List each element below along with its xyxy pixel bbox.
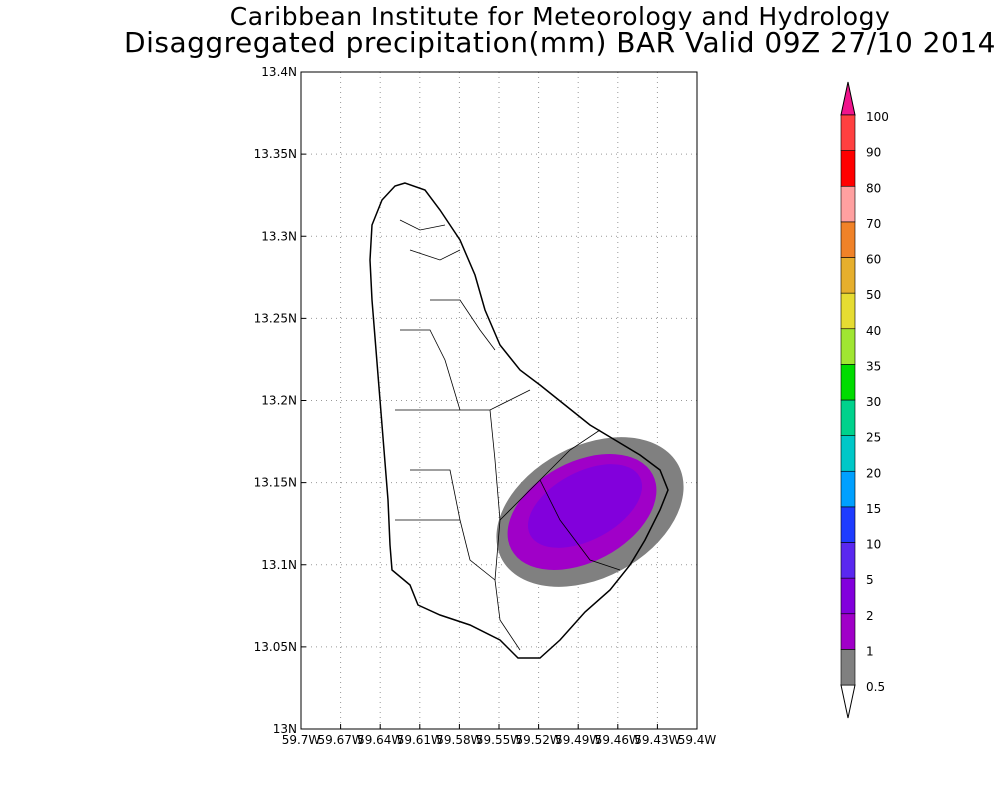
- colorbar-label: 2: [866, 609, 874, 623]
- colorbar-segment: [840, 257, 856, 294]
- y-tick-label: 13.3N: [261, 229, 297, 243]
- precip-contours: [496, 437, 684, 587]
- colorbar-label: 25: [866, 431, 881, 445]
- colorbar-segment: [840, 292, 856, 330]
- x-tick-label: 59.46W: [595, 733, 641, 747]
- x-tick-label: 59.49W: [555, 733, 601, 747]
- institution-title: Caribbean Institute for Meteorology and …: [229, 2, 891, 31]
- y-tick-label: 13.35N: [254, 147, 297, 161]
- plot-frame: [300, 71, 698, 730]
- colorbar-above-triangle: [840, 81, 856, 116]
- colorbar-segment: [840, 221, 856, 258]
- colorbar-label: 0.5: [866, 680, 885, 694]
- colorbar-segment: [840, 328, 856, 365]
- x-axis: 59.7W59.67W59.64W59.61W59.58W59.55W59.52…: [282, 724, 717, 747]
- x-tick-label: 59.58W: [436, 733, 482, 747]
- x-tick-label: 59.61W: [397, 733, 443, 747]
- gridlines: [301, 72, 697, 729]
- colorbar-label: 40: [866, 324, 881, 338]
- y-tick-label: 13.4N: [261, 65, 297, 79]
- colorbar-label: 35: [866, 359, 881, 373]
- y-tick-label: 13.1N: [261, 558, 297, 572]
- colorbar-segment: [840, 613, 856, 650]
- colorbar-label: 50: [866, 288, 881, 302]
- x-tick-label: 59.52W: [515, 733, 561, 747]
- y-tick-label: 13N: [273, 722, 297, 736]
- colorbar-segment: [840, 506, 856, 543]
- colorbar-label: 5: [866, 573, 874, 587]
- x-tick-label: 59.7W: [282, 733, 321, 747]
- colorbar-label: 90: [866, 146, 881, 160]
- colorbar-label: 60: [866, 253, 881, 267]
- precip-region-2-5: [527, 464, 643, 548]
- colorbar-segment: [840, 435, 856, 472]
- colorbar-label: 15: [866, 502, 881, 516]
- colorbar-segment: [840, 649, 856, 686]
- colorbar-label: 70: [866, 217, 881, 231]
- parish-boundaries: [395, 219, 621, 651]
- y-axis: 13N 13.05N 13.1N 13.15N 13.2N 13.25N 13.3N 13.3…: [254, 65, 306, 736]
- x-tick-label: 59.43W: [634, 733, 680, 747]
- colorbar-label: 80: [866, 181, 881, 195]
- x-tick-label: 59.4W: [678, 733, 717, 747]
- y-tick-label: 13.05N: [254, 640, 297, 654]
- colorbar-label: 20: [866, 466, 881, 480]
- colorbar-segment: [840, 399, 856, 436]
- y-tick-label: 13.2N: [261, 394, 297, 408]
- x-tick-label: 59.64W: [357, 733, 403, 747]
- map-title: Disaggregated precipitation(mm) BAR Vali…: [124, 26, 996, 59]
- colorbar-below-triangle: [840, 684, 856, 719]
- colorbar-segment: [840, 150, 856, 187]
- y-tick-label: 13.25N: [254, 311, 297, 325]
- colorbar-segment: [840, 542, 856, 579]
- colorbar-segment: [840, 114, 856, 151]
- colorbar-segment: [840, 577, 856, 615]
- colorbar-label: 30: [866, 395, 881, 409]
- colorbar-segment: [840, 470, 856, 508]
- colorbar-label: 10: [866, 538, 881, 552]
- x-tick-label: 59.67W: [317, 733, 363, 747]
- x-tick-label: 59.55W: [476, 733, 522, 747]
- colorbar-segment: [840, 364, 856, 401]
- y-tick-label: 13.15N: [254, 476, 297, 490]
- colorbar-label: 1: [866, 644, 874, 658]
- colorbar-label: 100: [866, 110, 889, 124]
- barbados-coastline: [369, 182, 669, 659]
- colorbar-segment: [840, 185, 856, 223]
